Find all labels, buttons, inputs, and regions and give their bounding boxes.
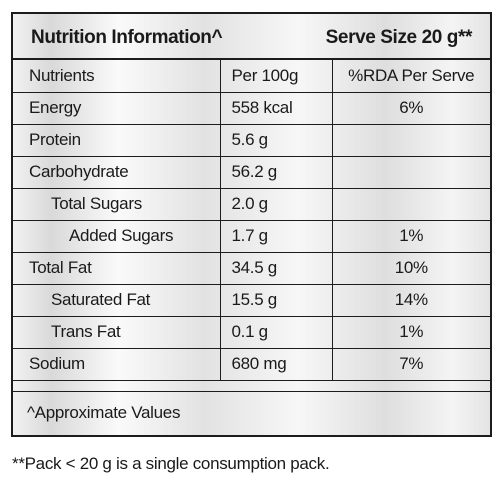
nutrient-per-100g: 15.5 g <box>219 283 333 317</box>
nutrient-name: Sodium <box>13 347 221 381</box>
label-title: Nutrition Information^ <box>31 27 223 48</box>
table-header-row: Nutrients Per 100g %RDA Per Serve <box>13 60 490 93</box>
nutrient-rda: 1% <box>331 315 490 349</box>
nutrient-name: Carbohydrate <box>13 155 221 189</box>
nutrient-rda <box>331 187 490 221</box>
nutrient-name: Saturated Fat <box>13 283 221 317</box>
table-row: Total Fat 34.5 g 10% <box>13 251 490 285</box>
nutrient-per-100g: 34.5 g <box>219 251 333 285</box>
nutrient-rda: 6% <box>331 91 490 125</box>
label-footer: ^Approximate Values <box>13 391 490 435</box>
table-row: Protein 5.6 g <box>13 123 490 157</box>
serve-size: Serve Size 20 g** <box>325 27 473 48</box>
nutrient-per-100g: 56.2 g <box>219 155 333 189</box>
nutrient-per-100g: 558 kcal <box>219 91 333 125</box>
nutrient-name: Trans Fat <box>13 315 221 349</box>
table-row: Energy 558 kcal 6% <box>13 91 490 125</box>
nutrition-label: Nutrition Information^ Serve Size 20 g**… <box>11 12 492 437</box>
pack-footnote: **Pack < 20 g is a single consumption pa… <box>12 454 330 473</box>
nutrient-name: Energy <box>13 91 221 125</box>
column-header-per-100g: Per 100g <box>219 60 333 93</box>
nutrient-per-100g: 5.6 g <box>219 123 333 157</box>
column-header-nutrients: Nutrients <box>13 60 221 93</box>
table-row: Added Sugars 1.7 g 1% <box>13 219 490 253</box>
nutrient-rda: 1% <box>331 219 490 253</box>
label-header: Nutrition Information^ Serve Size 20 g** <box>13 14 490 60</box>
nutrient-per-100g: 0.1 g <box>219 315 333 349</box>
column-header-rda: %RDA Per Serve <box>331 60 490 93</box>
table-row: Total Sugars 2.0 g <box>13 187 490 221</box>
table-row: Trans Fat 0.1 g 1% <box>13 315 490 349</box>
nutrient-name: Added Sugars <box>13 219 221 253</box>
nutrient-name: Total Sugars <box>13 187 221 221</box>
nutrient-rda: 7% <box>331 347 490 381</box>
nutrient-rda: 14% <box>331 283 490 317</box>
nutrient-per-100g: 1.7 g <box>219 219 333 253</box>
nutrient-name: Protein <box>13 123 221 157</box>
table-row: Saturated Fat 15.5 g 14% <box>13 283 490 317</box>
nutrition-table: Nutrients Per 100g %RDA Per Serve Energy… <box>13 60 490 381</box>
nutrient-rda: 10% <box>331 251 490 285</box>
nutrient-per-100g: 680 mg <box>219 347 333 381</box>
nutrient-rda <box>331 123 490 157</box>
nutrient-per-100g: 2.0 g <box>219 187 333 221</box>
nutrient-rda <box>331 155 490 189</box>
nutrient-name: Total Fat <box>13 251 221 285</box>
table-row: Carbohydrate 56.2 g <box>13 155 490 189</box>
table-row: Sodium 680 mg 7% <box>13 347 490 381</box>
approximate-values-note: ^Approximate Values <box>27 403 181 422</box>
